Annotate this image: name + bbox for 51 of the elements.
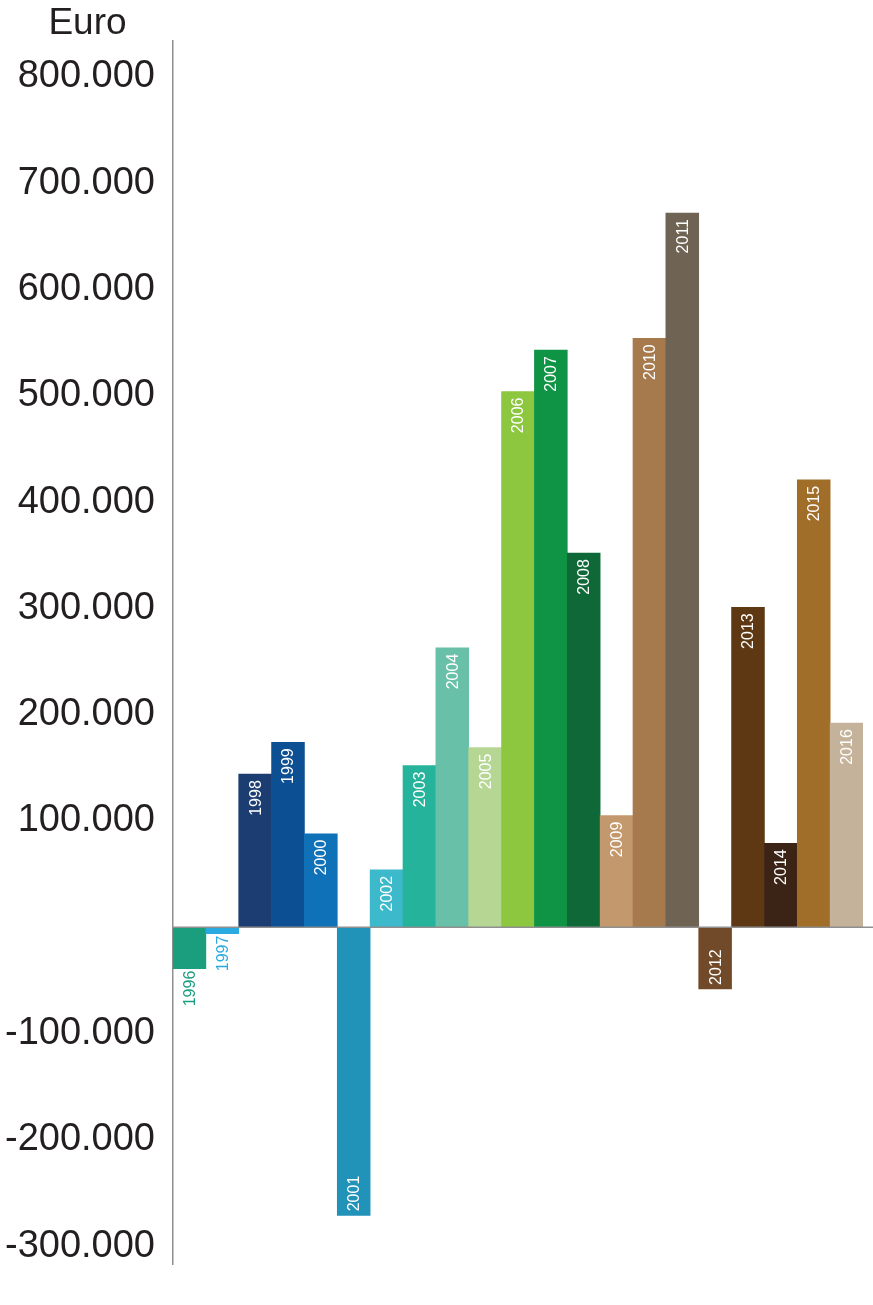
x-tick-label: 2009: [607, 821, 625, 858]
y-tick-label: 700.000: [17, 159, 155, 202]
bar: [566, 552, 601, 928]
y-tick-label: 300.000: [17, 584, 155, 627]
y-tick-label: 500.000: [17, 372, 155, 415]
y-tick-label: 100.000: [17, 797, 155, 840]
x-tick-label: 2008: [575, 559, 593, 595]
x-tick-label: 2004: [443, 653, 461, 690]
y-tick-label: 200.000: [17, 691, 155, 734]
bar: [271, 741, 305, 928]
bar: [534, 349, 568, 928]
bar: [501, 391, 535, 928]
bar: [336, 926, 371, 1216]
x-tick-label: 2003: [410, 771, 428, 808]
x-tick-label: 2011: [673, 218, 691, 254]
x-tick-label: 2007: [542, 356, 560, 392]
bar: [764, 842, 798, 928]
bar: [238, 773, 272, 928]
bar: [435, 647, 470, 928]
x-tick-label: 2006: [509, 397, 527, 434]
y-tick-label: -200.000: [4, 1116, 155, 1159]
x-tick-label: 2015: [805, 485, 823, 522]
x-tick-label: 2002: [377, 875, 395, 912]
y-axis-title: Euro: [48, 1, 127, 42]
y-tick-label: -100.000: [4, 1010, 155, 1053]
bar: [829, 722, 863, 928]
bar: [304, 833, 338, 928]
bar: [468, 747, 502, 928]
x-tick-label: 2000: [312, 839, 330, 876]
x-tick-label: 2012: [706, 949, 724, 985]
bar: [599, 815, 634, 928]
y-tick-label: -300.000: [4, 1222, 155, 1265]
bar: [173, 926, 207, 970]
x-tick-label: 2014: [772, 849, 790, 885]
x-tick-label: 2005: [476, 753, 494, 790]
x-tick-label: 1999: [279, 748, 297, 784]
x-tick-label: 2010: [640, 344, 658, 381]
x-tick-label: 2001: [345, 1175, 363, 1212]
bar: [665, 212, 700, 928]
y-tick-label: 400.000: [17, 478, 155, 521]
x-tick-label: 2016: [837, 729, 855, 765]
bar: [796, 479, 831, 928]
bar: [731, 607, 765, 928]
x-tick-label: 2013: [739, 613, 757, 649]
y-tick-label: 600.000: [17, 266, 155, 308]
x-tick-label: 1996: [180, 970, 198, 1007]
y-tick-label: 800.000: [17, 53, 155, 96]
x-tick-label: 1998: [246, 780, 264, 816]
bar: [632, 338, 667, 928]
bar: [402, 765, 437, 928]
x-tick-label: 1997: [213, 935, 231, 972]
